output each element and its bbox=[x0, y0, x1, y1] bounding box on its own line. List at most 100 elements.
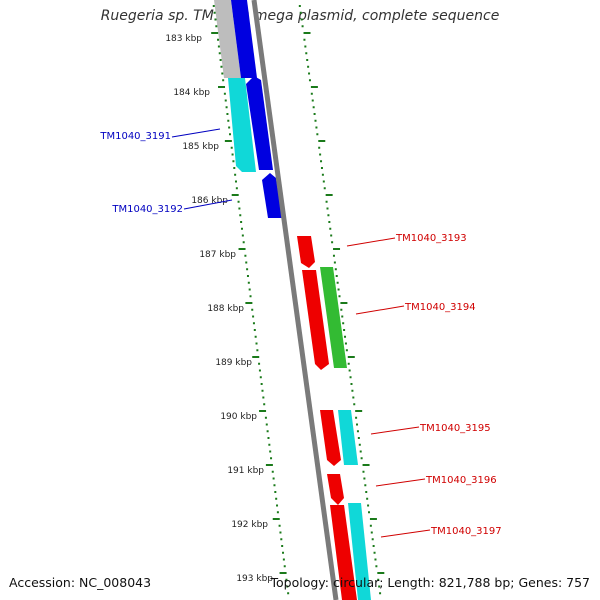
scale-track-right-dot bbox=[371, 538, 374, 541]
scale-track-left-dot bbox=[238, 248, 246, 250]
gene-red-3197[interactable] bbox=[330, 505, 357, 600]
scale-track-right-dot bbox=[348, 369, 351, 372]
scale-track-left-dot bbox=[241, 234, 244, 237]
scale-track-right-dot bbox=[312, 106, 315, 109]
scale-track-left-dot bbox=[267, 437, 270, 439]
scale-track-left-dot bbox=[251, 308, 254, 311]
scale-track-left-dot bbox=[246, 275, 249, 277]
gene-red-3194[interactable] bbox=[302, 270, 329, 370]
scale-track-left-dot bbox=[214, 18, 217, 21]
gene-cyan-3195[interactable] bbox=[338, 410, 358, 465]
scale-track-left-dot bbox=[227, 119, 230, 122]
gene-label-tm1040-3196[interactable]: TM1040_3196 bbox=[425, 475, 497, 486]
scale-track-right-dot bbox=[332, 254, 335, 257]
scale-track-right-dot bbox=[369, 524, 372, 527]
genome-backbone bbox=[251, 0, 339, 600]
scale-track-left-dot bbox=[224, 99, 227, 102]
scale-track-right-dot bbox=[352, 396, 355, 399]
scale-label: 189 kbp bbox=[215, 358, 252, 368]
scale-track-right-dot bbox=[303, 38, 306, 41]
scale-track-right-dot bbox=[303, 32, 311, 34]
scale-track-right-dot bbox=[347, 356, 355, 358]
scale-track-left-dot bbox=[272, 477, 275, 480]
scale-track-right-dot bbox=[379, 592, 382, 595]
gene-gray[interactable] bbox=[214, 0, 241, 78]
scale-track-left-dot bbox=[231, 194, 239, 196]
scale-track-left-dot bbox=[256, 349, 259, 352]
scale-track-left-dot bbox=[252, 356, 260, 358]
scale-track-left-dot bbox=[238, 207, 241, 210]
gene-label-tm1040-3192[interactable]: TM1040_3192 bbox=[111, 204, 183, 215]
scale-track-left-dot bbox=[279, 531, 282, 534]
scale-track-left-dot bbox=[218, 86, 226, 88]
gene-blue-3192[interactable] bbox=[262, 173, 282, 218]
gene-label-tm1040-3191[interactable]: TM1040_3191 bbox=[99, 131, 171, 142]
scale-track-right-dot bbox=[300, 18, 303, 21]
scale-track-left-dot bbox=[252, 315, 255, 318]
scale-track-right-dot bbox=[343, 329, 346, 331]
scale-track-right-dot bbox=[308, 72, 311, 75]
scale-track-right-dot bbox=[305, 52, 308, 55]
scale-track-left-dot bbox=[249, 295, 252, 298]
gene-red-3196[interactable] bbox=[327, 474, 344, 505]
leader-line bbox=[375, 478, 426, 487]
scale-track-right-dot bbox=[359, 450, 362, 453]
gene-label-tm1040-3197[interactable]: TM1040_3197 bbox=[430, 526, 502, 537]
scale-track-right-dot bbox=[340, 308, 343, 311]
scale-track-right-dot bbox=[338, 295, 341, 298]
scale-track-left-dot bbox=[233, 167, 236, 169]
gene-label-tm1040-3193[interactable]: TM1040_3193 bbox=[395, 233, 467, 244]
scale-track-left-dot bbox=[224, 140, 232, 142]
scale-track-right-dot bbox=[355, 410, 363, 412]
scale-track-right-dot bbox=[365, 491, 368, 493]
scale-track-left-dot bbox=[212, 5, 215, 7]
scale-track-left-dot bbox=[285, 578, 288, 581]
gene-cyan-3197[interactable] bbox=[348, 503, 371, 600]
scale-track-left-dot bbox=[245, 302, 253, 304]
scale-track-left-dot bbox=[286, 585, 289, 588]
scale-track-right-dot bbox=[344, 342, 347, 345]
gene-blue-arrow[interactable] bbox=[246, 76, 273, 170]
leader-line bbox=[346, 237, 396, 247]
scale-track-right-dot bbox=[301, 25, 304, 28]
scale-track-right-dot bbox=[298, 5, 301, 7]
scale-track-left-dot bbox=[234, 180, 237, 183]
accession-label: Accession: NC_008043 bbox=[9, 575, 152, 590]
scale-track-left-dot bbox=[217, 38, 220, 41]
scale-track-left-dot bbox=[242, 241, 245, 244]
gene-red-3193[interactable] bbox=[297, 236, 315, 268]
scale-track-right-dot bbox=[330, 234, 333, 237]
scale-track-right-dot bbox=[374, 558, 377, 561]
gene-label-tm1040-3195[interactable]: TM1040_3195 bbox=[419, 423, 491, 434]
scale-track-right-dot bbox=[314, 119, 317, 122]
scale-track-left-dot bbox=[223, 92, 226, 95]
scale-track-right-dot bbox=[313, 113, 316, 115]
scale-track-left-dot bbox=[252, 322, 255, 325]
gene-red-3195[interactable] bbox=[320, 410, 341, 466]
scale-track-right-dot bbox=[320, 160, 323, 163]
scale-track-left-dot bbox=[271, 470, 274, 473]
scale-track-left-dot bbox=[283, 565, 286, 568]
gene-green-3194[interactable] bbox=[320, 267, 347, 368]
gene-blue-top[interactable] bbox=[231, 0, 257, 78]
scale-track-left-dot bbox=[265, 423, 268, 426]
scale-track-right-dot bbox=[369, 518, 377, 520]
scale-track-right-dot bbox=[336, 281, 339, 284]
gene-label-tm1040-3194[interactable]: TM1040_3194 bbox=[404, 302, 476, 313]
scale-track-left-dot bbox=[218, 52, 221, 55]
scale-track-right-dot bbox=[325, 194, 333, 196]
scale-track-right-dot bbox=[353, 403, 356, 406]
scale-track-left-dot bbox=[276, 511, 279, 514]
scale-track-right-dot bbox=[344, 335, 347, 338]
scale-track-left-dot bbox=[265, 464, 273, 466]
scale-track-left-dot bbox=[281, 545, 284, 547]
scale-track-left-dot bbox=[230, 146, 233, 149]
scale-track-left-dot bbox=[213, 11, 216, 14]
scale-track-right-dot bbox=[337, 288, 340, 291]
scale-label-group: 183 kbp 184 kbp 185 kbp 186 kbp 187 kbp … bbox=[165, 34, 273, 584]
scale-track-right-dot bbox=[327, 214, 330, 217]
scale-track-left-dot bbox=[255, 342, 258, 345]
gene-cyan-3191[interactable] bbox=[228, 78, 256, 172]
scale-track-left-dot bbox=[259, 410, 267, 412]
scale-track-left-dot bbox=[215, 25, 218, 28]
